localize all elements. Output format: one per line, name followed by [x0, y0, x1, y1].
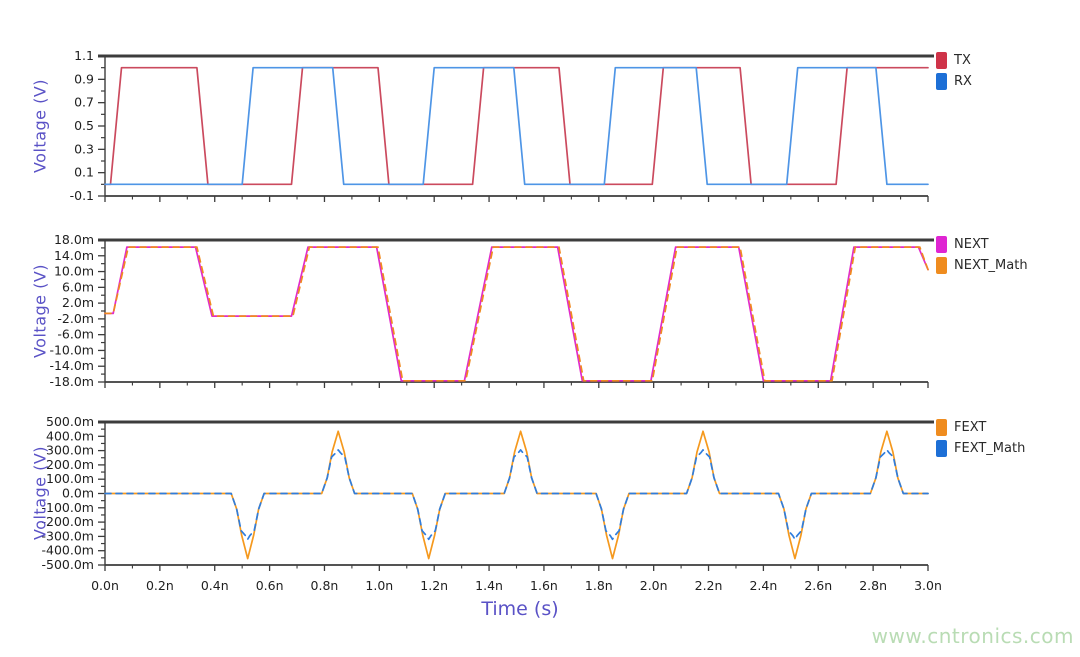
y-tick-label: 200.0m [46, 457, 94, 472]
x-tick-label: 1.0n [365, 578, 393, 593]
y-tick-label: 10.0m [54, 264, 94, 279]
y-tick-label: -6.0m [57, 327, 94, 342]
rx-trace [104, 66, 929, 186]
fext-math-legend-label: FEXT_Math [954, 441, 1026, 456]
next-legend-label: NEXT [954, 237, 989, 252]
x-tick-label: 2.4n [749, 578, 777, 593]
next-math-legend-label: NEXT_Math [954, 258, 1028, 273]
x-tick-label: 1.2n [420, 578, 448, 593]
fext-math-color-swatch [936, 440, 947, 457]
y-tick-label: -100.0m [42, 500, 94, 515]
tx-color-swatch [936, 52, 947, 69]
legend-item-next: NEXT [936, 236, 1028, 253]
y-tick-label: -300.0m [42, 528, 94, 543]
legend-item-rx: RX [936, 73, 972, 90]
watermark-text: www.cntronics.com [871, 624, 1074, 648]
tx-trace [104, 66, 929, 186]
legend-item-fext-math: FEXT_Math [936, 440, 1025, 457]
y-tick-label: 0.1 [74, 165, 94, 180]
next-math-trace [104, 246, 929, 382]
y-tick-label: 0.0m [62, 486, 94, 501]
fext-trace [104, 430, 929, 560]
y-tick-label: 400.0m [46, 428, 94, 443]
x-tick-label: 2.0n [640, 578, 668, 593]
legend-item-fext: FEXT [936, 419, 1025, 436]
y-tick-label: 6.0m [62, 279, 94, 294]
x-tick-label: 0.0n [91, 578, 119, 593]
rx-legend-label: RX [954, 74, 972, 89]
y-tick-label: -200.0m [42, 514, 94, 529]
chart1-y-axis-label: Voltage (V) [30, 78, 50, 174]
x-tick-label: 3.0n [914, 578, 942, 593]
y-tick-label: 300.0m [46, 443, 94, 458]
x-tick-label: 1.6n [530, 578, 558, 593]
y-tick-label: -500.0m [42, 557, 94, 572]
x-tick-label: 0.4n [201, 578, 229, 593]
y-tick-label: 0.7 [74, 95, 94, 110]
y-tick-label: 0.5 [74, 118, 94, 133]
x-tick-labels: 0.0n 0.2n 0.4n 0.6n 0.8n 1.0n 1.2n 1.4n 1.6n 1.8n… [91, 578, 942, 593]
chart2-legend: NEXT NEXT_Math [936, 236, 1028, 274]
chart3-y-axis-label: Voltage (V) [30, 445, 50, 541]
chart-3-plot: 500.0m400.0m300.0m200.0m100.0m0.0m-100.0… [42, 414, 934, 572]
chart1-legend: TX RX [936, 52, 972, 90]
next-math-color-swatch [936, 257, 947, 274]
rx-color-swatch [936, 73, 947, 90]
y-tick-label: 18.0m [54, 232, 94, 247]
x-tick-label: 0.8n [311, 578, 339, 593]
x-axis-label: Time (s) [481, 598, 559, 620]
fext-color-swatch [936, 419, 947, 436]
x-tick-label: 0.6n [256, 578, 284, 593]
legend-item-next-math: NEXT_Math [936, 257, 1028, 274]
next-trace [104, 246, 929, 382]
x-tick-label: 0.2n [146, 578, 174, 593]
y-tick-label: -10.0m [49, 342, 94, 357]
y-tick-label: -0.1 [70, 188, 94, 203]
y-tick-label: -400.0m [42, 543, 94, 558]
y-tick-label: 100.0m [46, 471, 94, 486]
tx-legend-label: TX [954, 53, 971, 68]
x-tick-label: 2.2n [695, 578, 723, 593]
x-tick-label: 1.8n [585, 578, 613, 593]
y-tick-label: 500.0m [46, 414, 94, 429]
fext-math-trace [104, 449, 929, 541]
y-tick-label: -18.0m [49, 374, 94, 389]
x-tick-label: 2.8n [859, 578, 887, 593]
y-tick-label: 14.0m [54, 248, 94, 263]
y-tick-label: -14.0m [49, 358, 94, 373]
x-tick-label: 2.6n [804, 578, 832, 593]
y-tick-label: 0.3 [74, 141, 94, 156]
y-tick-label: 2.0m [62, 295, 94, 310]
y-tick-label: -2.0m [57, 311, 94, 326]
chart-2-plot: 18.0m14.0m10.0m6.0m2.0m-2.0m-6.0m-10.0m-… [49, 232, 934, 389]
chart2-y-axis-label: Voltage (V) [30, 263, 50, 359]
x-tick-label: 1.4n [475, 578, 503, 593]
y-tick-label: 0.9 [74, 71, 94, 86]
legend-item-tx: TX [936, 52, 972, 69]
y-tick-label: 1.1 [74, 48, 94, 63]
chart-1-plot: 1.1 0.9 0.7 0.5 0.3 0.1 -0.1 [70, 48, 934, 203]
fext-legend-label: FEXT [954, 420, 987, 435]
next-color-swatch [936, 236, 947, 253]
chart3-legend: FEXT FEXT_Math [936, 419, 1025, 457]
